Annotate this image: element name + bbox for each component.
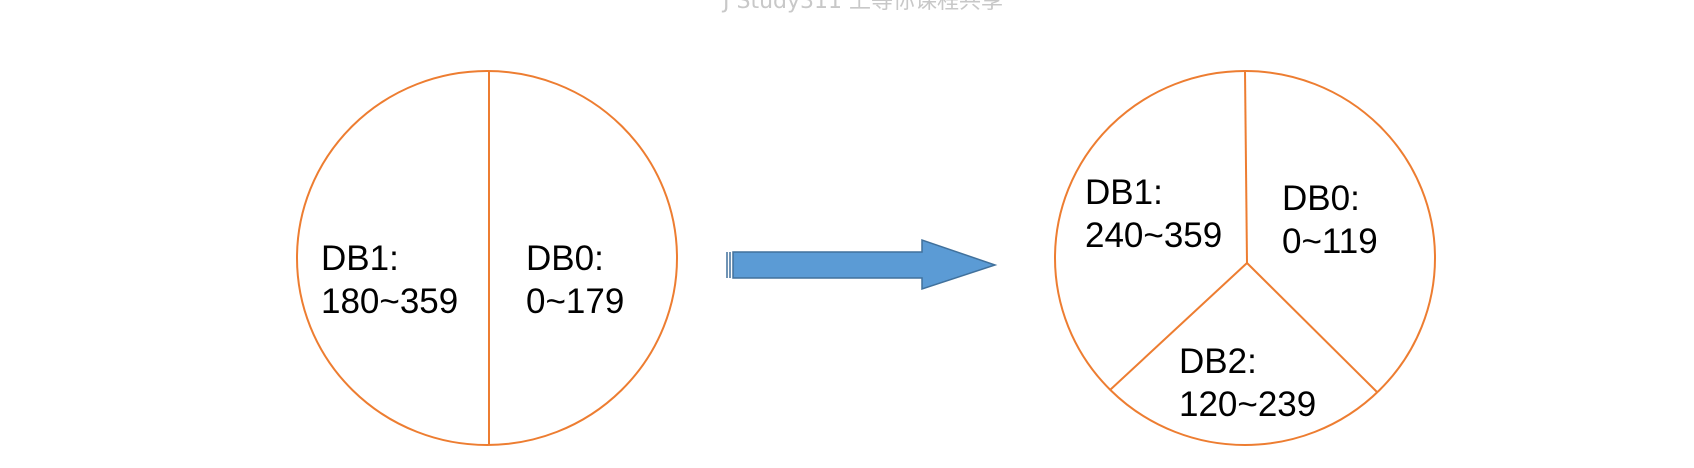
after-db2-name: DB2: xyxy=(1179,342,1257,381)
after-db0-range: 0~119 xyxy=(1282,222,1378,261)
before-db1-range: 180~359 xyxy=(321,282,458,321)
before-segment-db1: DB1: 180~359 xyxy=(321,239,458,321)
watermark-text: J Study311 上等你课程共享 xyxy=(721,0,1003,14)
after-ring: DB1: 240~359 DB0: 0~119 DB2: 120~239 xyxy=(1054,70,1436,446)
after-divider-top xyxy=(1244,70,1248,264)
before-segment-db0: DB0: 0~179 xyxy=(526,239,624,321)
right-arrow-icon xyxy=(726,238,998,291)
before-circle xyxy=(296,70,678,446)
before-db0-name: DB0: xyxy=(526,239,604,278)
after-db2-range: 120~239 xyxy=(1179,385,1316,424)
after-divider-lower-left xyxy=(1109,262,1248,391)
after-db1-name: DB1: xyxy=(1085,173,1163,212)
after-segment-db0: DB0: 0~119 xyxy=(1282,179,1378,261)
after-db0-name: DB0: xyxy=(1282,179,1360,218)
before-ring: DB1: 180~359 DB0: 0~179 xyxy=(296,70,678,446)
before-db0-range: 0~179 xyxy=(526,282,624,321)
after-db1-range: 240~359 xyxy=(1085,216,1222,255)
after-divider-lower-right xyxy=(1246,262,1378,393)
after-segment-db1: DB1: 240~359 xyxy=(1085,173,1222,255)
after-segment-db2: DB2: 120~239 xyxy=(1179,342,1316,424)
before-db1-name: DB1: xyxy=(321,239,399,278)
